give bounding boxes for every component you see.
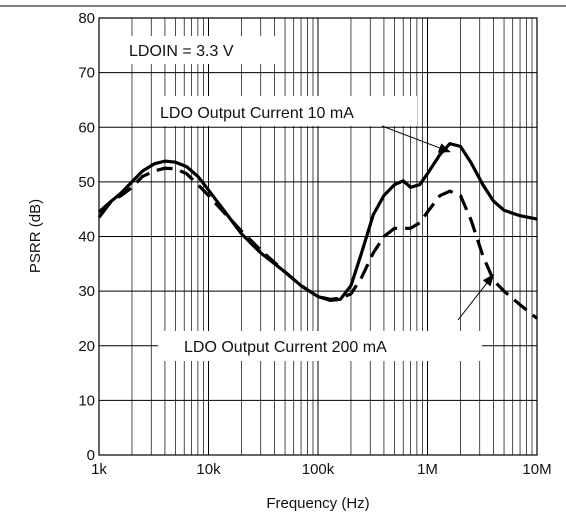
y-tick-label: 70 — [78, 65, 95, 82]
y-tick-label: 40 — [78, 229, 95, 246]
series-lines — [97, 142, 539, 320]
annotation-200ma: LDO Output Current 200 mA — [158, 273, 495, 361]
x-axis-title: Frequency (Hz) — [266, 495, 369, 512]
y-tick-label: 30 — [78, 283, 95, 300]
axis-ticks: 0 10 20 30 40 50 60 70 80 1k 10k 100k 1M 10M — [78, 10, 551, 478]
annotation-200ma-arrow — [457, 273, 495, 321]
grid — [98, 17, 538, 456]
y-tick-label: 50 — [78, 174, 95, 191]
y-tick-label: 80 — [78, 10, 95, 27]
condition-label-box: LDOIN = 3.3 V — [124, 36, 275, 64]
x-tick-label: 1M — [417, 461, 438, 478]
x-tick-label: 10k — [196, 461, 221, 478]
series-line-10ma — [97, 142, 538, 303]
x-tick-label: 10M — [522, 461, 551, 478]
y-tick-label: 0 — [87, 447, 95, 464]
x-tick-label: 1k — [91, 461, 107, 478]
plot-frame — [98, 17, 538, 456]
annotation-10ma-label: LDO Output Current 10 mA — [160, 105, 354, 122]
annotation-10ma-arrow — [381, 125, 451, 153]
x-tick-label: 100k — [302, 461, 335, 478]
y-tick-label: 60 — [78, 119, 95, 136]
y-axis-title: PSRR (dB) — [27, 199, 44, 273]
series-line-200ma — [97, 166, 539, 320]
annotation-10ma: LDO Output Current 10 mA — [155, 96, 451, 153]
annotation-200ma-label: LDO Output Current 200 mA — [184, 339, 387, 356]
condition-label: LDOIN = 3.3 V — [129, 43, 234, 60]
y-tick-label: 20 — [78, 338, 95, 355]
y-tick-label: 10 — [78, 392, 95, 409]
